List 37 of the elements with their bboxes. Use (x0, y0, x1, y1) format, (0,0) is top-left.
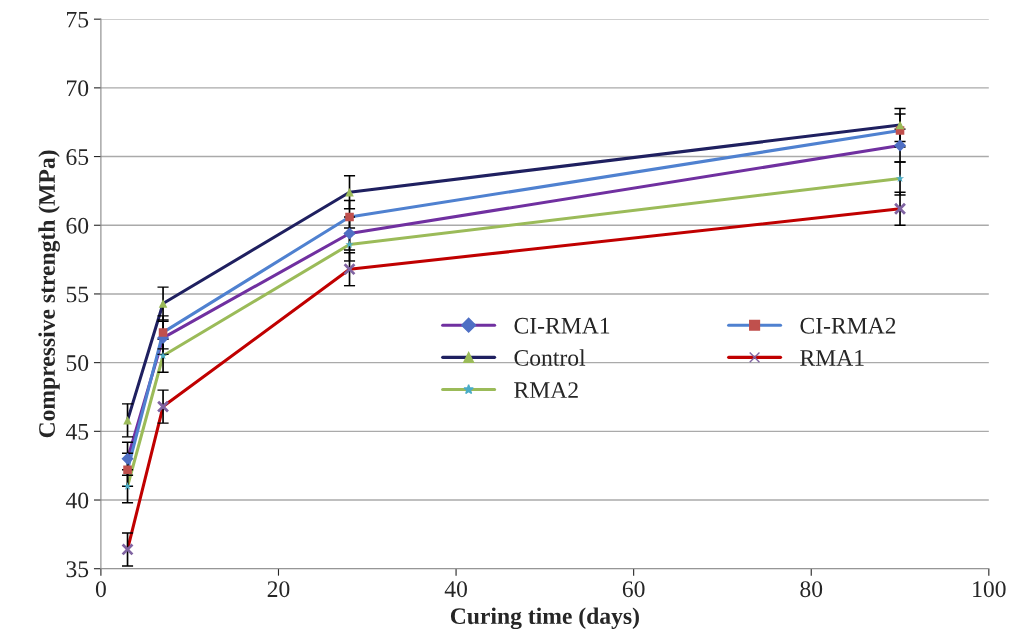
x-tick-label: 80 (800, 581, 823, 598)
x-tick-label: 100 (973, 581, 1006, 598)
point (121, 543, 134, 556)
legend-label: RMA2 (514, 382, 578, 398)
legend-label: Control (514, 349, 586, 366)
y-tick-label: 75 (67, 11, 89, 28)
point (343, 227, 356, 240)
y-tick-label: 50 (66, 355, 89, 372)
point (158, 328, 168, 337)
point (345, 212, 354, 222)
x-axis-title: Curing time (days) (450, 607, 639, 630)
y-tick-label: 35 (66, 561, 89, 578)
point (158, 299, 168, 308)
y-tick-label: 55 (66, 286, 89, 303)
point (123, 416, 132, 425)
x-tick-label: 20 (267, 581, 290, 598)
x-tick-label: 60 (622, 581, 645, 598)
point (893, 139, 907, 152)
point (156, 400, 170, 413)
y-tick-label: 70 (67, 80, 89, 97)
x-tick-label: 0 (95, 581, 106, 598)
x-tick-label: 40 (444, 581, 467, 598)
y-tick-label: 45 (65, 423, 89, 440)
y-tick-label: 40 (65, 492, 89, 509)
point (895, 174, 905, 182)
point (345, 187, 354, 197)
point (123, 465, 132, 475)
y-axis-title: Compressive strength (MPa) (38, 150, 60, 438)
point (158, 351, 168, 360)
y-tick-label: 60 (66, 217, 89, 234)
point (893, 202, 907, 216)
legend-label: CI-RMA1 (514, 317, 610, 334)
legend-label: RMA1 (800, 350, 864, 366)
y-tick-label: 65 (66, 149, 89, 165)
point (121, 452, 134, 465)
legend-label: CI-RMA2 (800, 317, 896, 334)
point (343, 262, 356, 276)
